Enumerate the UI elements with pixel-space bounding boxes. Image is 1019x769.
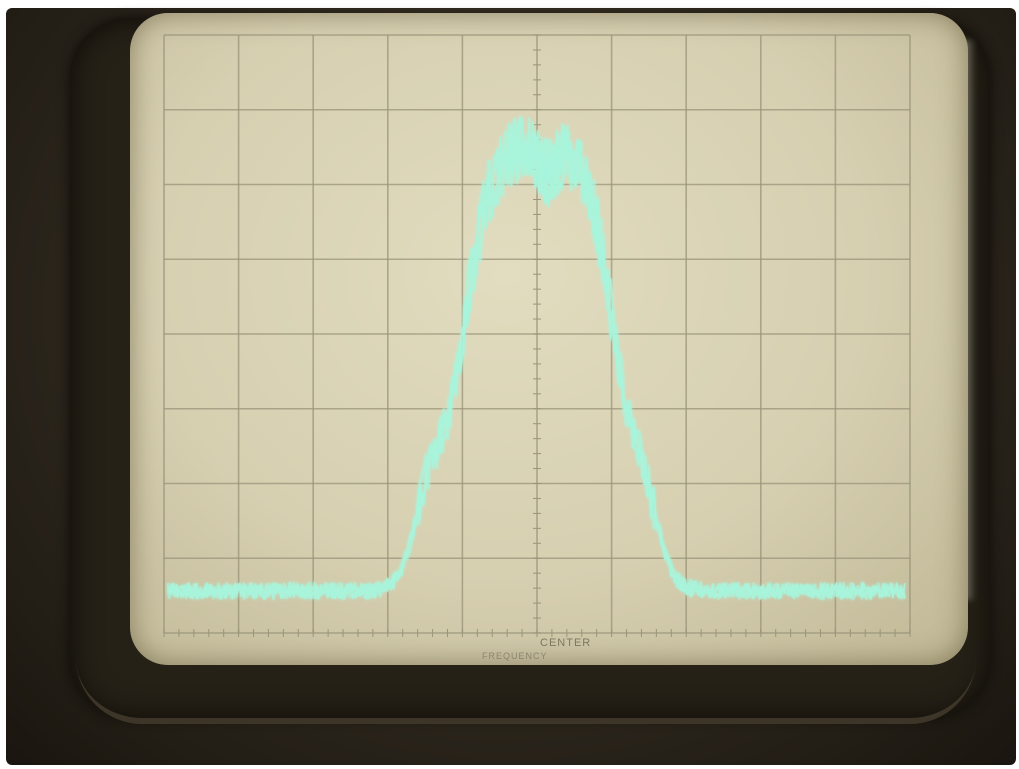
- center-label: CENTER: [540, 637, 591, 649]
- spectrum-display: CENTER FREQUENCY: [163, 34, 911, 661]
- frequency-label: FREQUENCY: [482, 651, 548, 661]
- crt-screen: CENTER FREQUENCY: [130, 13, 968, 665]
- bezel-lip: [76, 658, 976, 724]
- trace-path: [167, 118, 906, 600]
- spectrum-trace: [166, 115, 907, 601]
